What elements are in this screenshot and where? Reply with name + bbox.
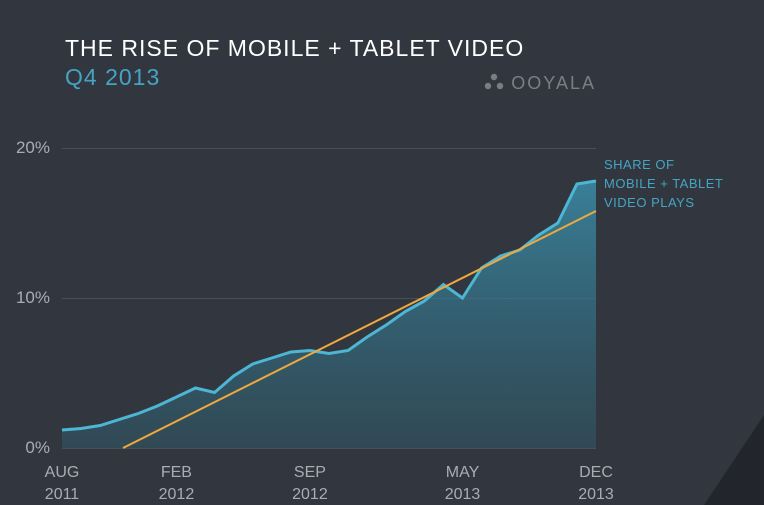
x-axis-tick-label: SEP2012 (280, 462, 340, 505)
gridline (62, 448, 596, 449)
x-axis-tick-label: AUG2011 (32, 462, 92, 505)
area-fill (62, 181, 596, 448)
x-axis-tick-label: DEC2013 (566, 462, 626, 505)
chart-title: THE RISE OF MOBILE + TABLET VIDEO (65, 35, 524, 62)
brand-logo: OOYALA (483, 72, 596, 94)
chart-subtitle: Q4 2013 (65, 64, 524, 91)
y-axis-tick-label: 20% (0, 138, 50, 158)
x-axis-tick-label: MAY2013 (433, 462, 493, 505)
plot-svg (62, 148, 596, 448)
series-label: SHARE OFMOBILE + TABLETVIDEO PLAYS (604, 156, 744, 213)
x-axis-tick-label: FEB2012 (146, 462, 206, 505)
chart-area: 0%10%20% AUG2011FEB2012SEP2012MAY2013DEC… (0, 148, 764, 505)
corner-accent (704, 415, 764, 505)
y-axis-tick-label: 0% (0, 438, 50, 458)
brand-logo-text: OOYALA (511, 73, 596, 94)
ooyala-icon (483, 72, 505, 94)
y-axis-tick-label: 10% (0, 288, 50, 308)
title-block: THE RISE OF MOBILE + TABLET VIDEO Q4 201… (65, 35, 524, 91)
